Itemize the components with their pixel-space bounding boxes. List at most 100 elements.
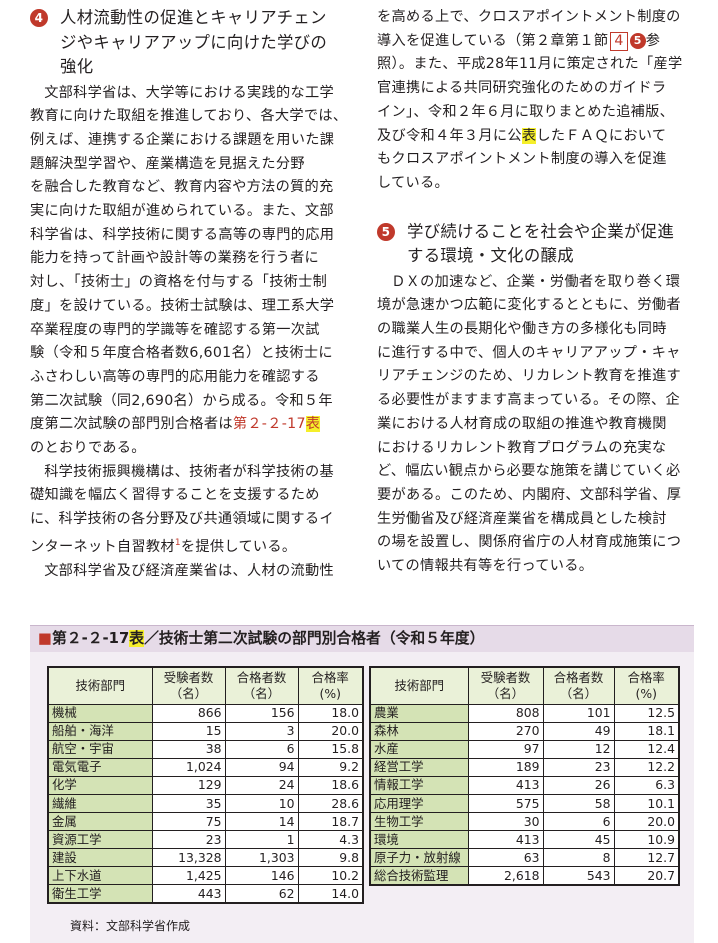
value-cell: 101 [542,703,615,723]
table-title: ■第２-２-17表／技術士第二次試験の部門別合格者（令和５年度） [30,626,694,652]
text-line: 導入を促進している（第２章第１節 4 5 参 [377,30,695,54]
table-row: 金属 75 14 18.7 [47,812,364,832]
table-row: 船舶・海洋 15 3 20.0 [47,721,364,741]
table-row: 建設 13,328 1,303 9.8 [47,848,364,868]
department-cell: 水産 [369,739,469,759]
value-cell: 15 [151,721,226,741]
header-line: 合格率(%) [311,669,349,701]
value-cell: 63 [467,848,544,868]
table-row: 環境 413 45 10.9 [369,830,680,850]
text-line: 度第二次試験の部門別合格者は第２-２-17表 [30,416,321,433]
section-heading-4: 4 人材流動性の促進とキャリアチェン ジやキャリアアップに向けた学びの 強化 [30,6,348,80]
value-cell: 8 [542,848,615,868]
text-line: 要がある。このため、内閣府、文部科学省、厚 [377,486,682,503]
text-line: 教育に向けた取組を推進しており、各大学では、 [30,108,348,125]
department-cell: 建設 [47,848,153,868]
text-line: イン」、令和２年６月に取りまとめた追補版、 [377,103,675,120]
section-number-badge: 4 [30,9,48,27]
text-line: 科学技術振興機構は、技術者が科学技術の基 [44,463,334,480]
table-row: 上下水道 1,425 146 10.2 [47,866,364,886]
section-ref-circle: 5 [629,32,646,49]
section-heading-text: 人材流動性の促進とキャリアチェン ジやキャリアアップに向けた学びの 強化 [60,6,348,80]
value-cell: 20.7 [613,866,680,886]
value-cell: 1,024 [151,757,226,777]
text-line: 第二次試験（同2,690名）から成る。令和５年 [30,392,333,409]
column-header: 合格者数 （名） [542,666,615,705]
value-cell: 20.0 [613,812,680,832]
header-line: 受験者数 [480,669,531,685]
department-cell: 生物工学 [369,812,469,832]
header-line: （名） [169,685,208,701]
column-header: 受験者数 （名） [151,666,226,705]
text-line: 題解決型学習や、産業構造を見据えた分野 [30,155,305,172]
value-cell: 6.3 [613,775,680,795]
department-cell: 上下水道 [47,866,153,886]
department-cell: 化学 [47,775,153,795]
value-cell: 12 [542,739,615,759]
department-cell: 情報工学 [369,775,469,795]
department-cell: 金属 [47,812,153,832]
value-cell: 189 [467,757,544,777]
text-line: を高める上で、クロスアポイントメント制度の [377,9,681,25]
section-heading-5: 5 学び続けることを社会や企業が促進 する環境・文化の醸成 [377,220,695,269]
value-cell: 23 [542,757,615,777]
value-cell: 94 [224,757,299,777]
department-cell: 原子力・放射線 [369,848,469,868]
table-ref-link[interactable]: 第２-２-17表 [232,416,321,433]
value-cell: 1,425 [151,866,226,886]
pass-table-right: 技術部門 受験者数 （名） 合格者数 （名） 合格率(%) 農業 808 101 12.5 森林 2… [369,666,680,886]
text-line: を融合した教育など、教育内容や方法の質的充 [30,179,334,196]
footnote-marker[interactable]: 1 [174,537,181,548]
right-column: を高める上で、クロスアポイントメント制度の 導入を促進している（第２章第１節 4 5… [377,6,695,579]
value-cell: 808 [467,703,544,723]
text-line: 及び令和４年３月に公表したＦＡＱにおいて [377,125,695,149]
value-cell: 45 [542,830,615,850]
text-line: ＤＸの加速など、企業・労働者を取り巻く環 [391,273,681,290]
text-line: る必要性がますます高まっている。その際、企 [377,392,680,409]
value-cell: 2,618 [467,866,544,886]
text-line: 文部科学省は、大学等における実践的な工学 [44,84,334,101]
text-line: 業における人材育成の取組の推進や教育機関 [377,415,667,432]
table-row: 経営工学 189 23 12.2 [369,757,680,777]
text-line: 境が急速かつ広範に変化するとともに、労働者 [377,297,681,314]
header-line: 合格率(%) [627,669,665,701]
text-line: している。 [377,174,450,191]
value-cell: 97 [467,739,544,759]
header-line: 合格者数 [236,669,287,685]
department-cell: 経営工学 [369,757,469,777]
text-span: したＦＡＱにおいて [536,127,667,144]
department-cell: 航空・宇宙 [47,739,153,759]
pass-table-left: 技術部門 受験者数 （名） 合格者数 （名） 合格率(%) 機械 866 156 18.0 船舶・… [47,666,364,905]
column-header: 合格率(%) [613,666,680,705]
table-row: 航空・宇宙 38 6 15.8 [47,739,364,759]
value-cell: 18.1 [613,721,680,741]
value-cell: 14 [224,812,299,832]
text-line: 能力を持って計画や設計等の業務を行う者に [30,250,320,267]
value-cell: 413 [467,830,544,850]
text-line: 例えば、連携する企業における課題を用いた課 [30,131,335,148]
table-row: 衛生工学 443 62 14.0 [47,884,364,904]
value-cell: 62 [224,884,299,904]
department-cell: 繊維 [47,793,153,814]
table-row: 繊維 35 10 28.6 [47,793,364,814]
section-heading-text: 学び続けることを社会や企業が促進 する環境・文化の醸成 [407,220,695,269]
table-row: 情報工学 413 26 6.3 [369,775,680,795]
text-span: 導入を促進している（第２章第１節 [377,32,609,49]
section-ref-box[interactable]: 4 [610,31,628,51]
heading-line: 強化 [60,57,94,76]
value-cell: 413 [467,775,544,795]
table-number: 第２-２-17 [51,630,130,647]
text-line: 照）。また、平成28年11月に策定された「産学 [377,56,683,73]
value-cell: 75 [151,812,226,832]
value-cell: 9.8 [297,848,364,868]
table-panel: ■第２-２-17表／技術士第二次試験の部門別合格者（令和５年度） 技術部門 受験者… [30,625,694,943]
value-cell: 12.7 [613,848,680,868]
value-cell: 866 [151,703,226,723]
text-line: 礎知識を幅広く習得することを支援するため [30,487,320,504]
header-line: （名） [486,685,525,701]
value-cell: 13,328 [151,848,226,868]
value-cell: 9.2 [297,757,364,777]
text-line: に、科学技術の各分野及び共通領域に関するイ [30,511,334,528]
paragraph-jst-materials: 科学技術振興機構は、技術者が科学技術の基礎知識を幅広く習得することを支援するため… [30,461,348,560]
text-line: 対し、「技術士」の資格を付与する「技術士制 [30,274,328,291]
